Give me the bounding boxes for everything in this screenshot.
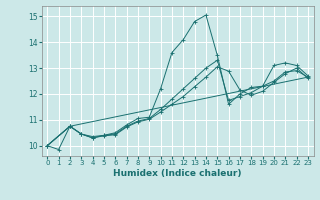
X-axis label: Humidex (Indice chaleur): Humidex (Indice chaleur) — [113, 169, 242, 178]
